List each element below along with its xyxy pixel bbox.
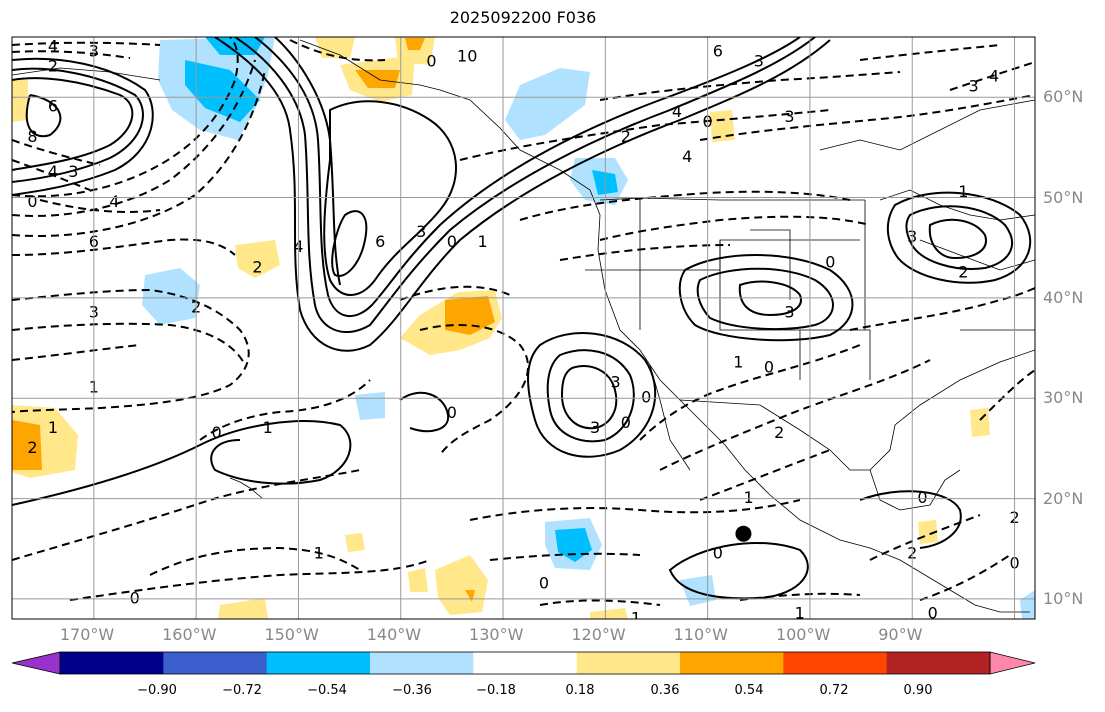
contour-label: 3 xyxy=(416,222,426,241)
colorbar-tick-label: 0.72 xyxy=(819,683,849,698)
contour-label: 3 xyxy=(610,373,620,392)
colorbar-segment xyxy=(370,652,474,674)
contour-label: 4 xyxy=(48,162,58,181)
contour-label: 4 xyxy=(682,147,692,166)
colorbar-tick-label: −0.18 xyxy=(476,683,516,698)
colorbar-segment xyxy=(473,652,578,674)
colorbar-tick-label: −0.72 xyxy=(222,683,262,698)
colorbar-segment xyxy=(680,652,784,674)
contour-label: 0 xyxy=(27,192,37,211)
contour-label: 0 xyxy=(928,603,938,622)
contour-label: 0 xyxy=(467,47,477,66)
colorbar-segment xyxy=(163,652,268,674)
contour-label: 0 xyxy=(621,413,631,432)
contour-label: 0 xyxy=(917,488,927,507)
colorbar-segment xyxy=(266,652,371,674)
contour-label: 2 xyxy=(252,257,262,276)
colorbar-tick-label: −0.90 xyxy=(137,683,177,698)
contour-label: 4 xyxy=(989,67,999,86)
lon-tick-label: 120°W xyxy=(571,625,626,644)
colorbar-frame xyxy=(59,651,991,675)
contour-label: 2 xyxy=(27,438,37,457)
lon-tick-label: 150°W xyxy=(264,625,319,644)
colorbar xyxy=(11,651,1036,675)
contour-label: 3 xyxy=(754,52,764,71)
dashed-contours xyxy=(12,37,1035,606)
contour-label: 3 xyxy=(969,77,979,96)
contour-label: 4 xyxy=(672,102,682,121)
contour-label: 0 xyxy=(447,403,457,422)
contour-label: 1 xyxy=(743,488,753,507)
coastlines xyxy=(12,39,1035,613)
contour-label: 3 xyxy=(590,418,600,437)
contour-label: 0 xyxy=(825,252,835,271)
contour-label: 0 xyxy=(539,573,549,592)
contour-label: 0 xyxy=(212,423,222,442)
contour-label: 1 xyxy=(48,418,58,437)
lon-tick-label: 160°W xyxy=(162,625,217,644)
colorbar-tick-label: 0.18 xyxy=(565,683,595,698)
lon-tick-label: 110°W xyxy=(673,625,728,644)
contour-label: 0 xyxy=(447,232,457,251)
lat-tick-label: 60°N xyxy=(1043,87,1084,107)
lon-tick-label: 140°W xyxy=(366,625,422,644)
lat-tick-label: 20°N xyxy=(1043,488,1084,508)
contour-label: 1 xyxy=(733,353,743,372)
lat-tick-label: 10°N xyxy=(1043,588,1084,608)
contour-label: 1 xyxy=(457,47,467,66)
contour-label: 0 xyxy=(713,543,723,562)
colorbar-segments xyxy=(11,651,1036,675)
contour-label: 2 xyxy=(48,57,58,76)
lon-tick-label: 170°W xyxy=(59,625,115,644)
contour-label: 4 xyxy=(48,37,58,56)
contour-label: 6 xyxy=(375,232,385,251)
contour-label: 0 xyxy=(130,588,140,607)
lon-tick-label: 130°W xyxy=(469,625,524,644)
contour-label: 1 xyxy=(477,232,487,251)
lat-tick-label: 40°N xyxy=(1043,287,1084,307)
contour-label: 6 xyxy=(48,97,58,116)
colorbar-extend-high xyxy=(989,651,1036,675)
lon-tick-label: 100°W xyxy=(775,625,831,644)
contour-label: 1 xyxy=(263,418,273,437)
contour-label: 3 xyxy=(784,107,794,126)
lon-tick-label: 90°W xyxy=(878,625,923,644)
colorbar-extend-low xyxy=(11,651,61,675)
contour-label: 0 xyxy=(764,358,774,377)
map-frame xyxy=(11,36,1036,620)
contour-label: 2 xyxy=(621,127,631,146)
contour-label: 8 xyxy=(27,127,37,146)
colorbar-segment xyxy=(576,652,681,674)
contour-label: 1 xyxy=(631,609,641,628)
contour-label: 6 xyxy=(713,42,723,61)
contour-label: 3 xyxy=(68,162,78,181)
colorbar-tick-label: 0.90 xyxy=(903,683,933,698)
colorbar-segment xyxy=(783,652,888,674)
contour-label: 1 xyxy=(958,182,968,201)
colorbar-segment xyxy=(60,652,164,674)
contour-label: 0 xyxy=(641,388,651,407)
colorbar-tick-label: −0.36 xyxy=(392,683,432,698)
grid-lines xyxy=(12,37,1035,619)
lat-tick-label: 50°N xyxy=(1043,187,1084,207)
location-marker xyxy=(735,525,752,542)
contour-label: 0 xyxy=(426,52,436,71)
lat-tick-label: 30°N xyxy=(1043,388,1084,408)
contour-label: 3 xyxy=(784,302,794,321)
chart-title: 2025092200 F036 xyxy=(449,8,597,27)
colorbar-tick-label: 0.54 xyxy=(734,683,764,698)
contour-label: 1 xyxy=(795,603,805,622)
contour-label: 2 xyxy=(774,423,784,442)
contour-label: 1 xyxy=(314,543,324,562)
colorbar-tick-label: −0.54 xyxy=(307,683,347,698)
colorbar-tick-label: 0.36 xyxy=(650,683,680,698)
colorbar-segment xyxy=(886,652,991,674)
contour-label: 2 xyxy=(958,262,968,281)
contour-lines xyxy=(12,37,1032,600)
contour-label: 4 xyxy=(109,192,119,211)
